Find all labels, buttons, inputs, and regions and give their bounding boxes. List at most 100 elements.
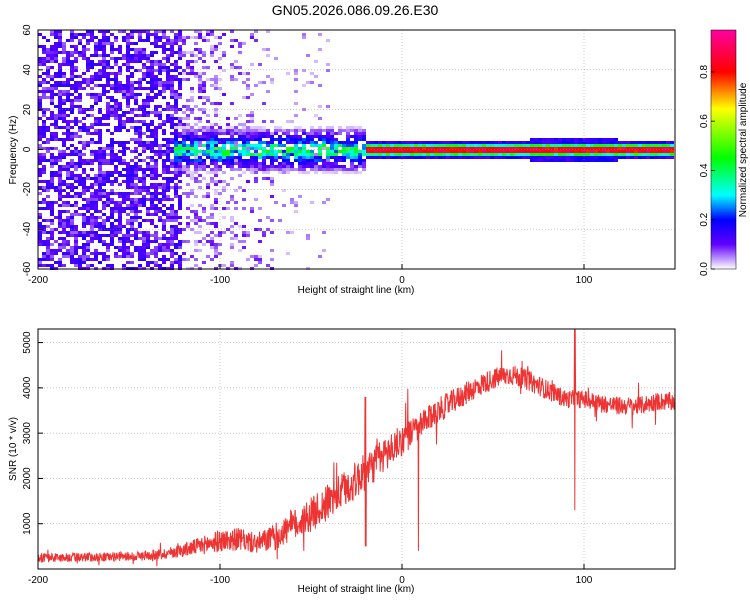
spectrogram-cell [322, 168, 326, 171]
spectrogram-cell [386, 141, 390, 144]
spectrogram-cell [42, 57, 46, 60]
spectrogram-cell [102, 222, 106, 225]
spectrogram-cell [242, 147, 246, 150]
spectrogram-cell [70, 183, 74, 186]
spectrogram-cell [178, 120, 182, 123]
spectrogram-cell [178, 39, 182, 42]
spectrogram-cell [150, 195, 154, 198]
spectrogram-cell [170, 114, 174, 117]
spectrogram-cell [490, 144, 494, 147]
spectrogram-cell [218, 87, 222, 90]
spectrogram-cell [234, 141, 238, 144]
spectrogram-cell [42, 171, 46, 174]
spectrogram-cell [74, 117, 78, 120]
spectrogram-cell [38, 180, 42, 183]
spectrogram-cell [150, 132, 154, 135]
spectrogram-cell [138, 264, 142, 267]
spectrogram-cell [278, 126, 282, 129]
spectrogram-cell [58, 138, 62, 141]
spectrogram-cell [70, 213, 74, 216]
spectrogram-cell [114, 234, 118, 237]
spectrogram-cell [486, 147, 490, 150]
spectrogram-cell [54, 120, 58, 123]
spectrogram-cell [202, 102, 206, 105]
spectrogram-cell [310, 162, 314, 165]
spectrogram-cell [354, 129, 358, 132]
spectrogram-cell [174, 135, 178, 138]
spectrogram-cell [214, 135, 218, 138]
spectrogram-cell [90, 39, 94, 42]
spectrogram-cell [526, 150, 530, 153]
spectrogram-cell [74, 243, 78, 246]
spectrogram-cell [170, 243, 174, 246]
spectrogram-cell [566, 159, 570, 162]
spectrogram-cell [326, 141, 330, 144]
spectrogram-cell [190, 219, 194, 222]
spectrogram-cell [598, 153, 602, 156]
spectrogram-cell [142, 66, 146, 69]
spectrogram-cell [154, 84, 158, 87]
spectrogram-cell [666, 150, 670, 153]
spectrogram-cell [150, 81, 154, 84]
spectrogram-cell [102, 228, 106, 231]
spectrogram-cell [146, 240, 150, 243]
spectrogram-cell [46, 54, 50, 57]
spectrogram-cell [158, 144, 162, 147]
spectrogram-cell [54, 105, 58, 108]
spectrogram-cell [154, 69, 158, 72]
spectrogram-cell [282, 159, 286, 162]
spectrogram-cell [218, 78, 222, 81]
spectrogram-cell [198, 78, 202, 81]
spectrogram-cell [302, 150, 306, 153]
spectrogram-cell [334, 132, 338, 135]
spectrogram-cell [134, 132, 138, 135]
spectrogram-cell [98, 198, 102, 201]
spectrogram-cell [174, 69, 178, 72]
spectrogram-cell [534, 153, 538, 156]
spectrogram-cell [142, 111, 146, 114]
spectrogram-cell [310, 72, 314, 75]
spectrogram-cell [106, 159, 110, 162]
spectrogram-cell [294, 126, 298, 129]
spectrogram-cell [378, 141, 382, 144]
spectrogram-cell [338, 165, 342, 168]
spectrogram-cell [86, 93, 90, 96]
spectrogram-cell [190, 111, 194, 114]
spectrogram-cell [158, 84, 162, 87]
spectrogram-cell [82, 219, 86, 222]
spectrogram-cell [426, 150, 430, 153]
spectrogram-cell [190, 189, 194, 192]
spectrogram-cell [138, 57, 142, 60]
spectrogram-cell [74, 258, 78, 261]
spectrogram-cell [198, 240, 202, 243]
spectrogram-cell [162, 81, 166, 84]
spectrogram-cell [230, 66, 234, 69]
spectrogram-cell [282, 138, 286, 141]
spectrogram-cell [54, 171, 58, 174]
spectrogram-cell [150, 150, 154, 153]
colorbar-tick-label: 0.0 [699, 262, 710, 276]
colorbar-tick-label: 0.2 [699, 212, 710, 226]
spectrogram-cell [518, 147, 522, 150]
spectrogram-cell [554, 141, 558, 144]
spectrogram-cell [182, 42, 186, 45]
spectrogram-cell [318, 165, 322, 168]
spectrogram-cell [622, 144, 626, 147]
spectrogram-cell [110, 240, 114, 243]
spectrogram-cell [138, 87, 142, 90]
spectrogram-cell [198, 159, 202, 162]
spectrogram-cell [210, 216, 214, 219]
spectrogram-cell [66, 243, 70, 246]
spectrogram-cell [602, 159, 606, 162]
spectrogram-cell [138, 258, 142, 261]
spectrogram-cell [58, 66, 62, 69]
spectrogram-cell [154, 87, 158, 90]
spectrogram-cell [134, 147, 138, 150]
spectrogram-cell [38, 168, 42, 171]
spectrogram-cell [214, 207, 218, 210]
spectrogram-cell [318, 33, 322, 36]
spectrogram-cell [326, 129, 330, 132]
spectrogram-cell [194, 216, 198, 219]
spectrogram-cell [146, 264, 150, 267]
spectrogram-cell [186, 105, 190, 108]
